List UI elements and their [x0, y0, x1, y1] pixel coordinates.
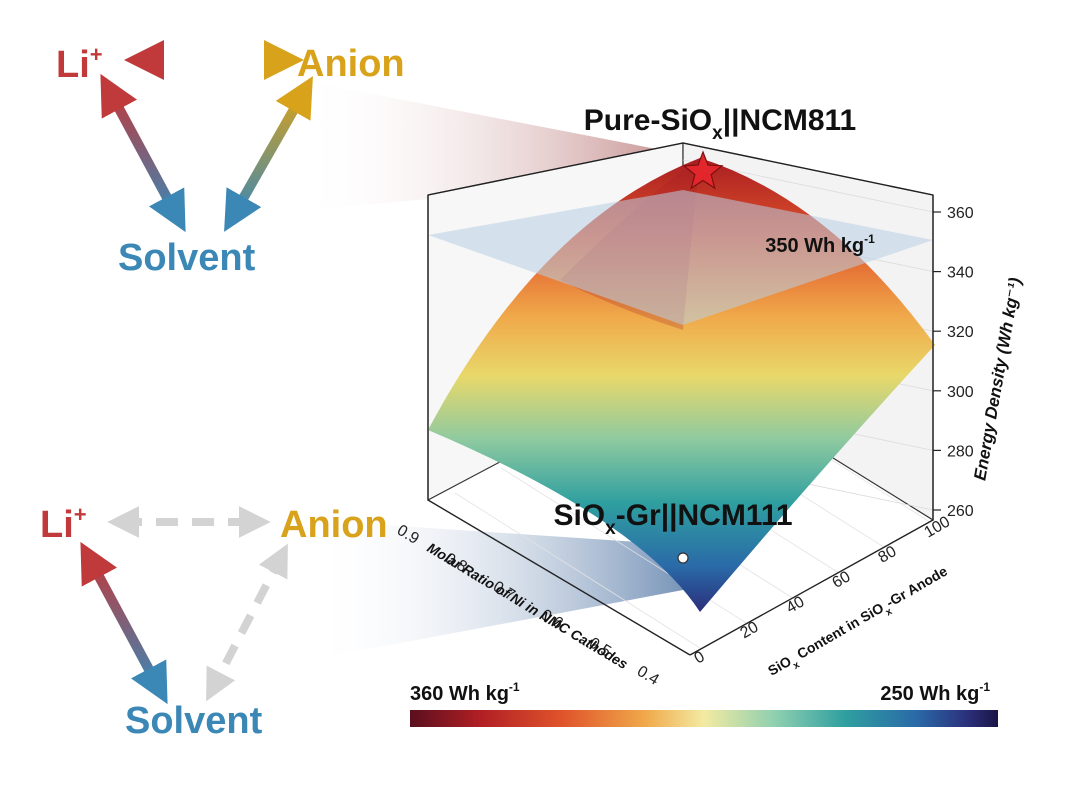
top-corner-annotation: Pure-SiOx||NCM811 [584, 104, 856, 144]
y-tick-label: 0 [692, 648, 708, 667]
bottom-li-label: Li+ [40, 502, 87, 546]
colorbar-left-label: 360 Wh kg-1 [410, 680, 520, 705]
top-triangle-diagram: Li+ Anion Solvent [56, 40, 405, 279]
z-tick-label: 260 [947, 503, 974, 520]
y-tick-label: 20 [738, 619, 762, 643]
y-axis-line [689, 519, 934, 656]
top-li-solvent-arrow [100, 73, 186, 233]
y-axis-title: SiOx Content in SiOx-Gr Anode [765, 563, 953, 684]
y-grid-line [454, 492, 701, 649]
top-solvent-label: Solvent [118, 237, 256, 279]
z-axis-title: Energy Density (Wh kg⁻¹) [970, 276, 1024, 482]
x-axis-line [427, 499, 691, 656]
top-back-edge-right [682, 142, 934, 196]
threshold-label: 350 Wh kg-1 [765, 232, 875, 257]
colorbar [410, 710, 998, 727]
bottom-corner-annotation: SiOx-Gr||NCM111 [553, 499, 792, 539]
ncm111-point-marker [677, 552, 689, 564]
x-tick-label: 0.4 [634, 663, 662, 689]
bottom-triangle-diagram: Li+ Anion Solvent [40, 502, 388, 742]
z-tick-label: 340 [947, 265, 974, 282]
z-tick-label: 300 [947, 384, 974, 401]
top-back-edge-left [427, 142, 684, 196]
y-tick-label: 40 [784, 593, 808, 617]
top-anion-solvent-arrow [224, 76, 313, 232]
threshold-plane-350 [428, 190, 933, 325]
y-tick-label: 80 [876, 543, 900, 567]
y-tick-label: 60 [830, 568, 854, 592]
svg-text:SiOx Content in SiOx-Gr Anode: SiOx Content in SiOx-Gr Anode [765, 563, 953, 684]
top-anion-label: Anion [297, 43, 405, 85]
bottom-anion-label: Anion [280, 504, 388, 546]
colorbar-right-label: 250 Wh kg-1 [880, 680, 990, 705]
z-tick-label: 320 [947, 324, 974, 341]
top-li-label: Li+ [56, 42, 103, 86]
ncm811-star-marker [682, 150, 724, 190]
z-tick-label: 360 [947, 205, 974, 222]
bottom-li-solvent-arrow [80, 541, 168, 705]
bottom-anion-solvent-arrow [206, 543, 288, 702]
bottom-projection-beam [310, 520, 683, 660]
bottom-solvent-label: Solvent [125, 700, 263, 742]
z-tick-label: 280 [947, 443, 974, 460]
